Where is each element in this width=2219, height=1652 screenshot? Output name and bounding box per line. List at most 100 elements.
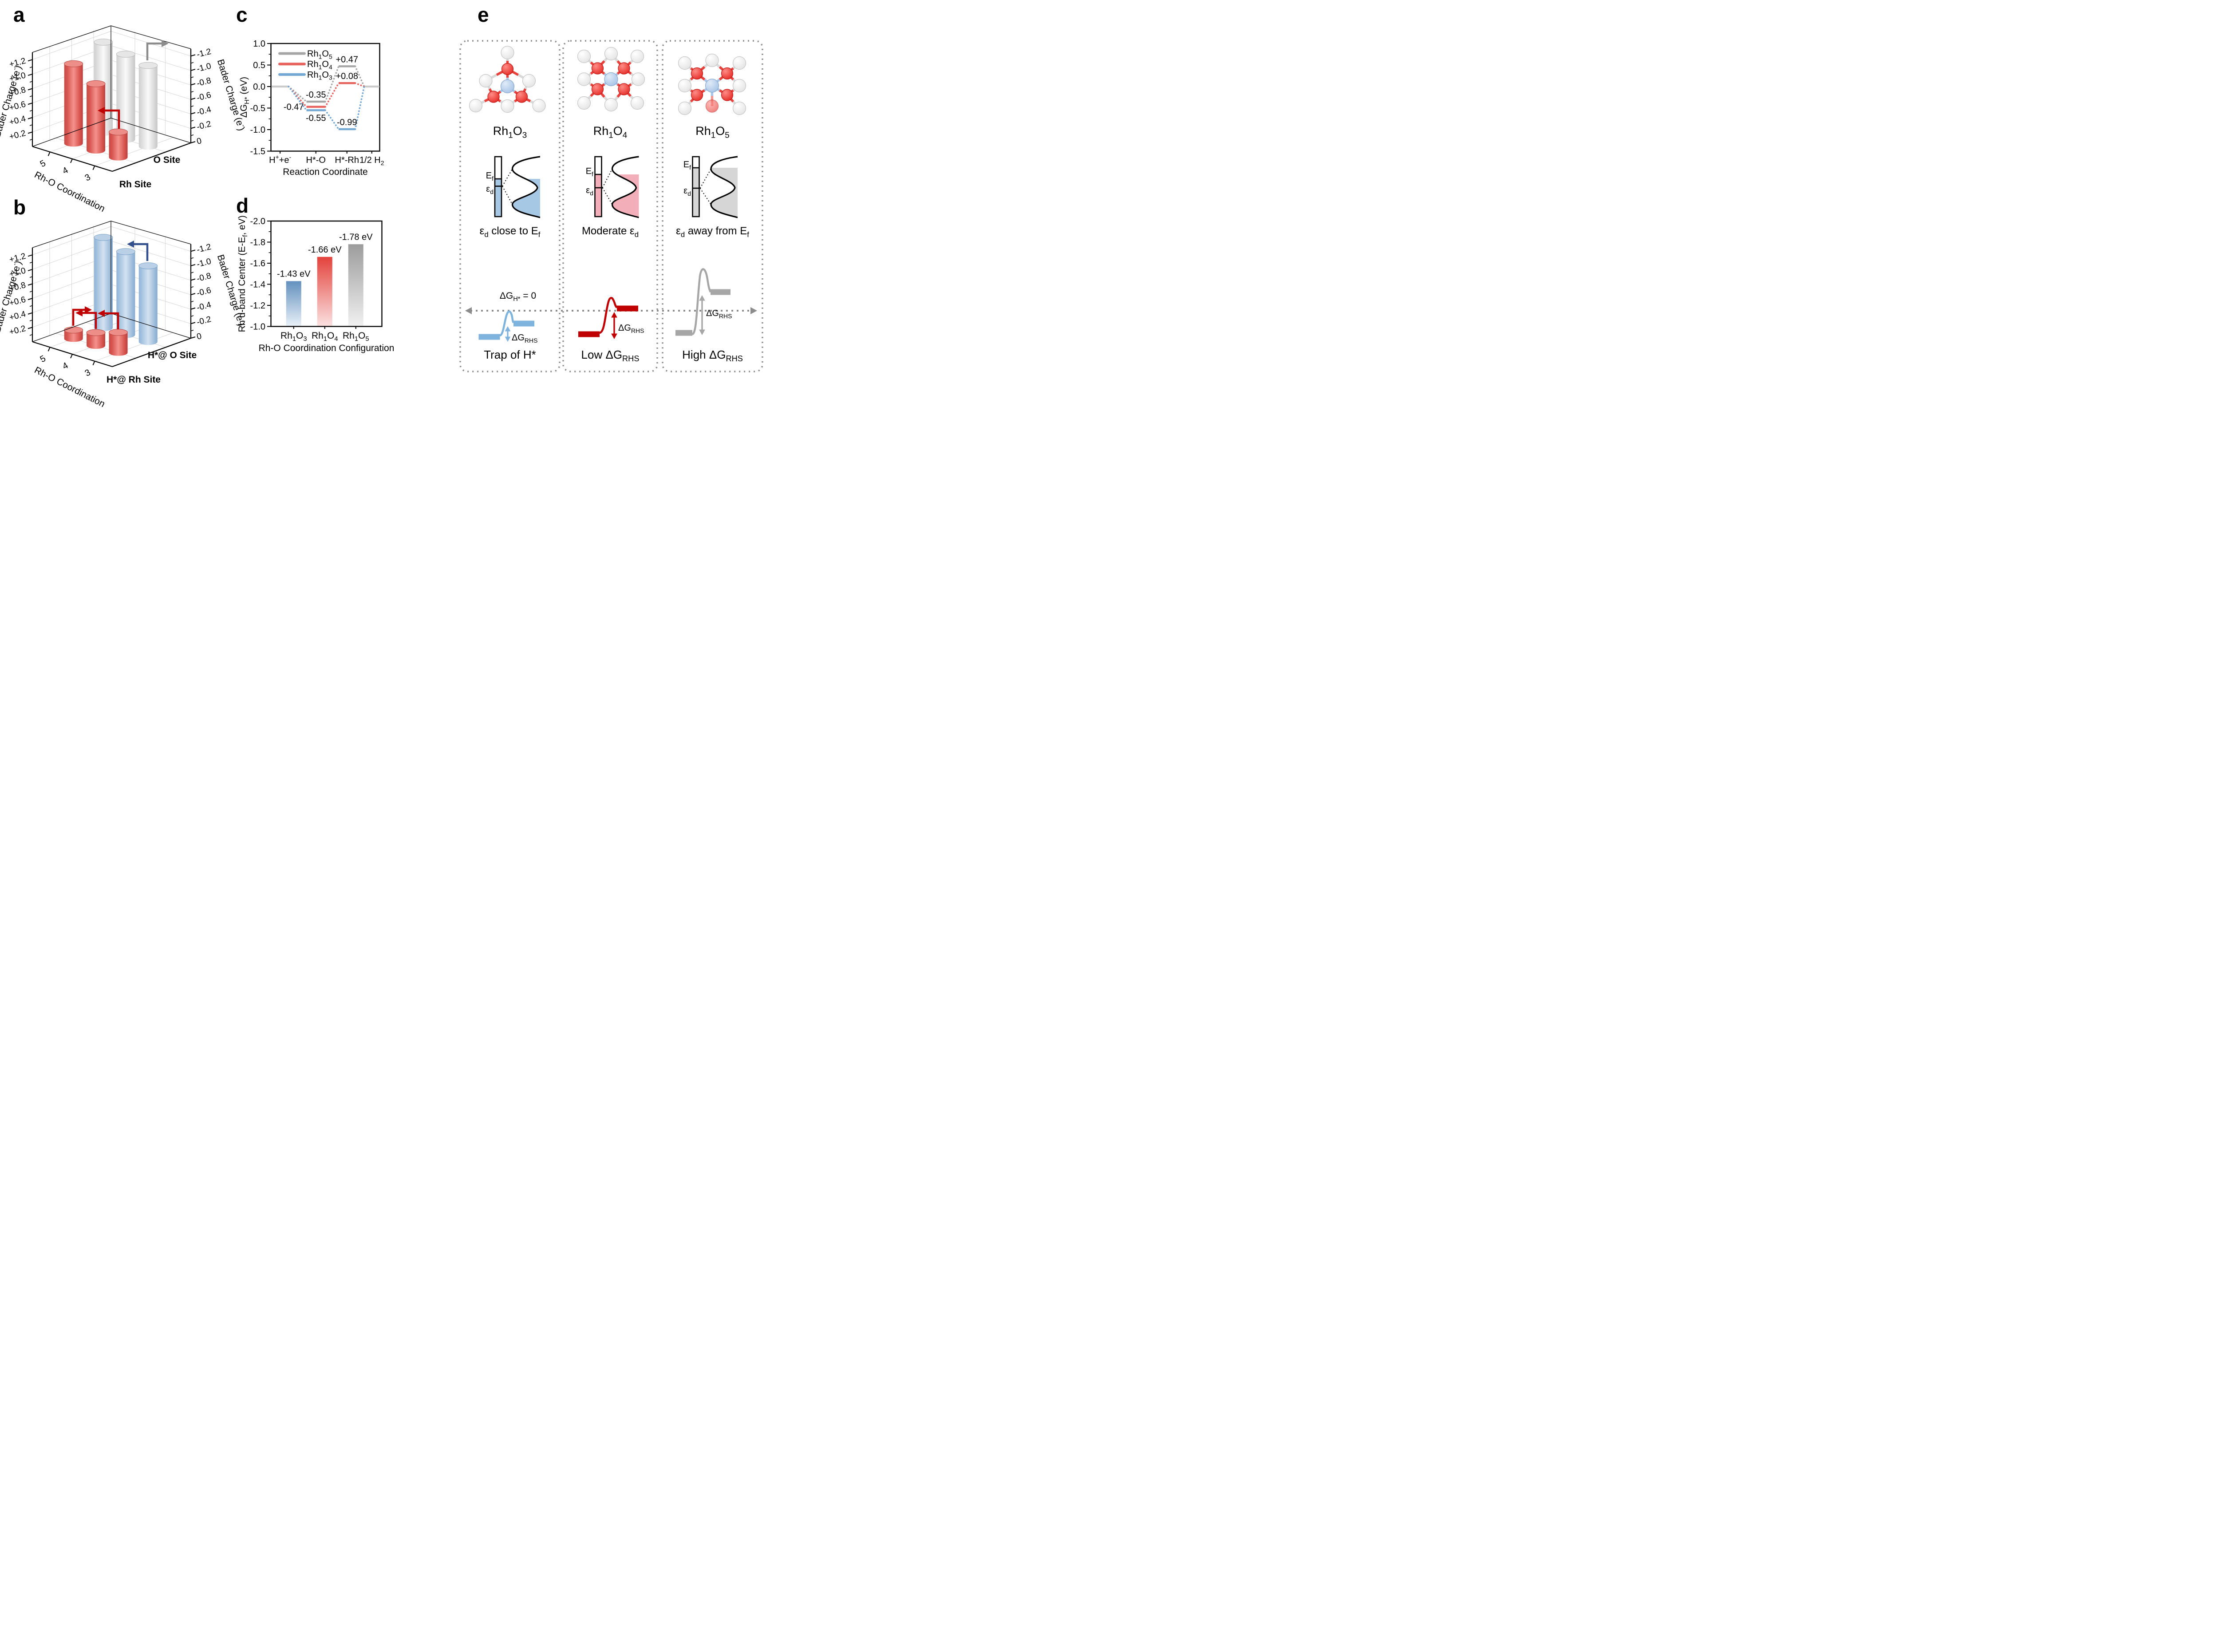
grid-line (95, 332, 174, 362)
dashed-box-rh1o3 (459, 40, 561, 372)
band-diagram-rh1o5: Ef εd (683, 156, 738, 218)
barrier-diagram-rh1o3: ΔGRHS (478, 310, 537, 344)
tick (47, 151, 51, 156)
bar-value-label: -1.66 eV (308, 245, 342, 255)
minor-tick (29, 291, 33, 292)
atom-oxygen (591, 83, 604, 95)
atom-gray (532, 99, 546, 113)
cylinder-top (64, 326, 83, 334)
cylinder-body (94, 237, 113, 331)
cylinder-body (138, 265, 158, 345)
right-tick-label: 0 (196, 332, 202, 342)
ef-label: Ef (586, 166, 593, 178)
cylinder-top (116, 248, 135, 255)
dashed-box-rh1o5 (662, 40, 763, 372)
panel-e-schematic: Rh1O3 Rh1O4 Rh1O5 Ef εd Ef εd (459, 40, 763, 372)
minor-tick (29, 334, 33, 336)
box-edge (111, 221, 191, 245)
box-edge (111, 313, 191, 339)
right-tick-label: -0.2 (196, 315, 212, 327)
zero-energy-dotted-arrow-icon (465, 307, 757, 314)
atom-oxygen (618, 83, 630, 95)
minor-tick (29, 261, 33, 264)
atom-oxygen (591, 62, 604, 75)
minor-tick (29, 81, 33, 83)
h-rh-arrow-4-icon (75, 309, 97, 329)
axis-ticks: -2.0 -1.8 -1.6 -1.4 -1.2 -1.0 Rh1O3 Rh1O4 Rh1O5 (250, 217, 369, 343)
bar (317, 257, 332, 327)
cylinder-body (87, 332, 106, 349)
bar-value-label: -1.43 eV (277, 269, 311, 279)
tick (190, 264, 196, 266)
bars-3d (64, 39, 158, 161)
rh-site-arrow-icon (98, 107, 120, 129)
x-tick-label: 3 (83, 368, 92, 379)
panel-letter-b: b (13, 196, 26, 219)
y-tick-label: -1.4 (250, 280, 265, 290)
h-rh-site-label: H*@ Rh Site (107, 375, 161, 385)
rh-site-label: Rh Site (119, 179, 151, 190)
barrier-diagram-rh1o4: ΔGRHS (578, 297, 644, 340)
dashed-box-rh1o4 (562, 40, 658, 372)
o-site-arrow-icon (146, 40, 169, 60)
formula-rh1o5: Rh1O5 (695, 124, 730, 140)
y-tick-label: -1.5 (250, 147, 265, 157)
cylinder-body (109, 332, 128, 356)
panel-letter-d: d (236, 194, 249, 217)
connector (324, 82, 340, 108)
cylinder-top (109, 128, 128, 136)
box-edge (32, 25, 111, 53)
right-tick-label: -1.0 (196, 61, 212, 74)
minor-tick (29, 110, 33, 112)
box-edge (32, 118, 111, 147)
panel-b-3d-chart: +0.2+0.4+0.6+0.8+1.0+1.20-0.2-0.4-0.6-0.… (0, 221, 247, 409)
y-tick-label: 0.0 (253, 82, 265, 92)
value-label: +0.08 (336, 71, 358, 81)
atom-gray (522, 74, 536, 88)
formula-rh1o4: Rh1O4 (593, 124, 628, 140)
cylinder-body (87, 83, 106, 154)
cylinder-body (138, 65, 158, 150)
cylinder-top (109, 329, 128, 336)
box-edge (111, 118, 191, 143)
right-tick-label: -0.4 (196, 300, 212, 312)
atom-gray (678, 101, 692, 115)
minor-tick (29, 320, 33, 321)
atom-oxygen (501, 63, 514, 75)
minor-tick (190, 257, 194, 259)
atom-oxygen (515, 91, 528, 103)
atom-oxygen (705, 99, 719, 113)
x-tick-label: 1/2 H2 (359, 155, 384, 166)
right-tick-label: -0.8 (196, 271, 212, 284)
tick (28, 73, 33, 76)
panel-letter-e: e (478, 3, 489, 26)
y-tick-label: -2.0 (250, 217, 265, 226)
x-axis-label: Reaction Coordinate (283, 167, 367, 177)
tick (190, 83, 196, 86)
tick (190, 126, 196, 129)
ed-label: εd (683, 186, 691, 197)
x-tick-label: Rh1O3 (280, 331, 307, 343)
x-tick-label: H++e- (269, 154, 291, 165)
minor-tick (190, 329, 194, 332)
tick (28, 283, 33, 286)
minor-tick (29, 138, 33, 141)
dg-arrow-icon (699, 295, 705, 336)
tick (92, 361, 95, 366)
y-tick-label: -1.0 (250, 322, 265, 332)
value-label: -0.35 (306, 90, 326, 100)
cylinder-top (116, 51, 135, 58)
site-axis (112, 337, 191, 368)
tick (190, 112, 196, 115)
tick (190, 98, 196, 100)
dg-rhs-label: ΔGRHS (706, 308, 732, 320)
x-tick-label: Rh1O4 (312, 331, 338, 343)
y-tick-label: -1.2 (250, 301, 265, 311)
band-caption-rh1o4: Moderate εd (582, 225, 639, 239)
box-edge (111, 25, 191, 49)
atom-gray (630, 49, 644, 63)
tick (190, 293, 196, 296)
value-label: -0.47 (284, 103, 304, 112)
